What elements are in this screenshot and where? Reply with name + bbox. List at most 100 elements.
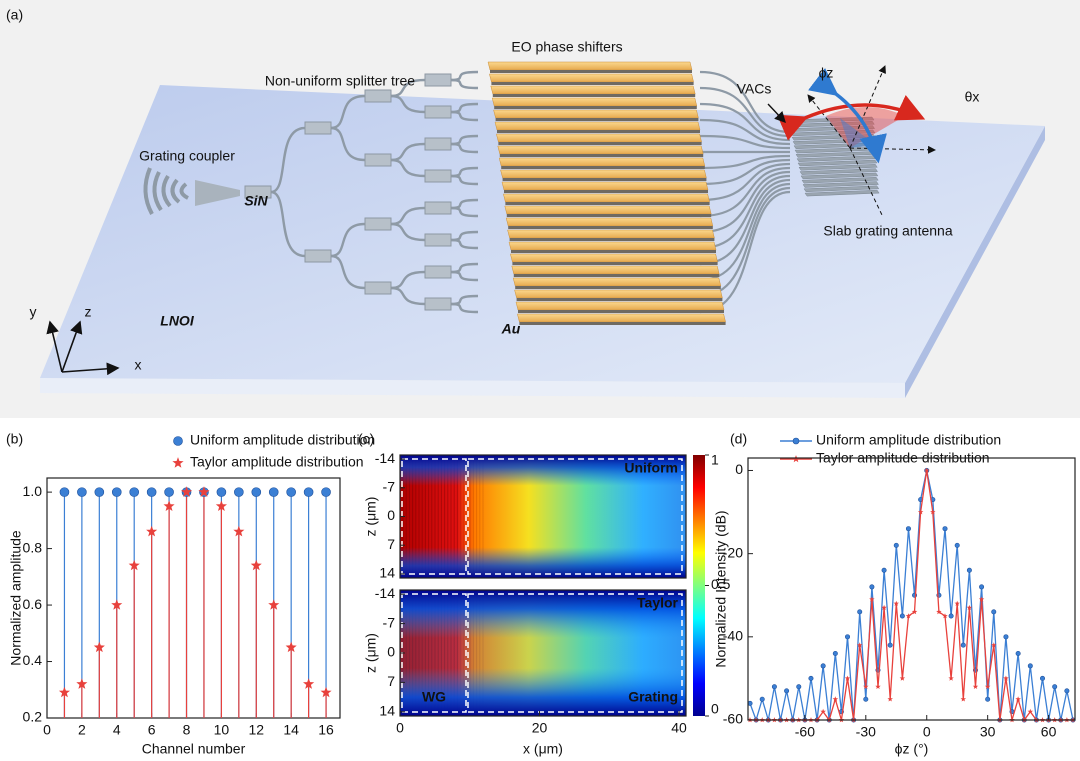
coord-axis: [46, 320, 63, 373]
star-marker: [917, 509, 924, 515]
plot-frame: [747, 457, 1076, 721]
phi-arc: [808, 67, 887, 164]
antenna-bar: [799, 168, 878, 175]
y-tick-label: 0.2: [23, 709, 43, 725]
illustration-label: LNOI: [160, 313, 195, 329]
star-marker: [181, 486, 193, 497]
illustration-label: ϕz: [819, 65, 834, 81]
circle-marker: [991, 609, 997, 615]
star-marker: [905, 613, 912, 619]
star-marker: [1027, 708, 1033, 714]
grating-coupler-arc: [179, 182, 189, 200]
star-marker: [857, 642, 863, 648]
star-marker: [268, 599, 280, 610]
illustration-label: y: [30, 304, 37, 320]
panel-label: (b): [6, 431, 23, 447]
y-axis-label: z (μm): [363, 633, 379, 673]
circle-marker: [985, 696, 991, 702]
y-tick-label: 1.0: [23, 483, 43, 499]
colorbar-tick-label: 0.5: [711, 576, 731, 592]
star-marker: [58, 686, 70, 698]
grating-coupler-arc: [152, 171, 163, 212]
y-tick-label: 7: [387, 673, 395, 689]
field-envelope: [400, 590, 686, 716]
circle-marker: [905, 526, 911, 532]
y-tick-label: -20: [723, 544, 743, 560]
phase-shifter-gap: [504, 190, 708, 193]
circle-marker: [1064, 688, 1070, 694]
circle-marker: [881, 567, 887, 573]
illustration-label: Non-uniform splitter tree: [265, 73, 415, 89]
x-tick-label: 20: [532, 720, 548, 736]
phase-shifter: [490, 85, 696, 95]
circle-marker: [216, 487, 227, 497]
region-label: WG: [422, 689, 446, 705]
star-marker: [128, 559, 140, 571]
circle-marker: [1015, 650, 1021, 656]
circle-marker: [857, 609, 863, 615]
star-marker: [250, 559, 262, 571]
star-marker: [93, 641, 105, 653]
illustration-label: θx: [965, 89, 980, 105]
phase-shifter-gap: [519, 322, 726, 325]
grating-coupler-arc: [161, 174, 172, 208]
legend-marker: [173, 436, 183, 446]
star-marker: [869, 596, 875, 602]
panel-label: (a): [6, 7, 23, 23]
phase-shifter: [487, 61, 693, 71]
circle-marker: [771, 684, 777, 690]
circle-marker: [869, 584, 875, 590]
waveguide: [390, 286, 426, 306]
panel-a: (a) Non-uniform splitter tree EO phase shi…: [6, 7, 1045, 398]
x-axis-label: x (μm): [523, 741, 563, 757]
splitter: [424, 73, 452, 87]
waveguide: [699, 174, 791, 250]
y-tick-label: 0: [387, 507, 395, 523]
phase-shifter: [511, 265, 720, 275]
legend-label: Uniform amplitude distribution: [816, 432, 1001, 448]
phase-shifter: [496, 133, 702, 143]
star-marker: [1015, 696, 1021, 702]
subplot-label: Uniform: [624, 460, 678, 476]
circle-marker: [1052, 684, 1058, 690]
arrow: [767, 103, 786, 124]
x-tick-label: 40: [671, 720, 687, 736]
waveguide: [450, 238, 479, 250]
series-line: [749, 470, 1074, 723]
waveguide: [699, 70, 791, 134]
waveguide: [699, 170, 791, 234]
y-tick-label: 14: [379, 703, 395, 719]
y-tick-label: 0: [387, 644, 395, 660]
phase-shifter-gap: [515, 286, 721, 289]
circle-marker: [960, 642, 966, 648]
splitter: [424, 265, 452, 279]
splitter: [424, 201, 452, 215]
phase-shifter-gap: [509, 238, 715, 241]
illustration-label: VACs: [737, 81, 772, 97]
region-label: Grating: [628, 689, 678, 705]
x-tick-label: 12: [248, 722, 264, 738]
legend-marker: [792, 455, 800, 463]
circle-marker: [234, 487, 244, 497]
star-marker: [893, 600, 899, 606]
illustration-label: Au: [501, 321, 521, 337]
waveguide: [450, 174, 479, 186]
waveguide: [330, 222, 366, 258]
splitter: [244, 185, 272, 199]
circle-marker: [59, 487, 70, 497]
circle-marker: [820, 663, 826, 669]
star-marker: [924, 467, 930, 473]
star-marker: [972, 683, 979, 689]
illustration-label: SiN: [244, 193, 268, 209]
colorbar-tick-label: 1: [711, 452, 719, 468]
splitter: [364, 89, 392, 103]
substrate-side: [40, 378, 905, 398]
waveguide: [450, 142, 479, 154]
waveguide: [699, 178, 791, 266]
star-marker: [1003, 675, 1009, 681]
x-tick-label: 0: [923, 724, 931, 740]
phase-shifter-gap: [495, 118, 699, 121]
waveguide: [390, 222, 426, 242]
star-marker: [285, 641, 297, 653]
circle-marker: [808, 675, 814, 681]
